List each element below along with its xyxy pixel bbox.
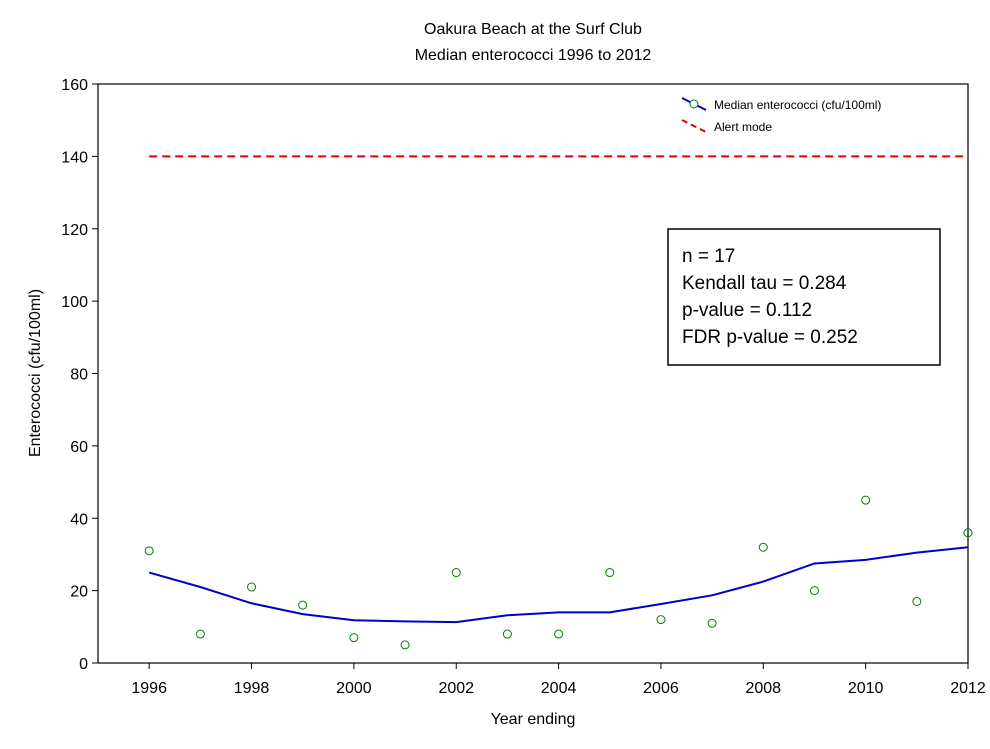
x-tick-label: 2012 — [950, 680, 986, 697]
y-tick-label: 140 — [61, 149, 88, 166]
data-point — [912, 596, 922, 606]
y-tick-label: 40 — [70, 511, 88, 528]
data-point — [707, 618, 717, 628]
stats-text: FDR p-value = 0.252 — [682, 327, 858, 348]
legend-label: Median enterococci (cfu/100ml) — [714, 98, 881, 112]
y-tick-label: 100 — [61, 294, 88, 311]
data-point — [963, 528, 973, 538]
data-point — [502, 629, 512, 639]
data-point — [451, 568, 461, 578]
data-point — [861, 495, 871, 505]
data-point — [554, 629, 564, 639]
stats-text: Kendall tau = 0.284 — [682, 273, 847, 294]
data-point — [605, 568, 615, 578]
legend-label: Alert mode — [714, 120, 772, 134]
y-tick-label: 160 — [61, 77, 88, 94]
data-point — [656, 615, 666, 625]
x-tick-label: 2006 — [643, 680, 679, 697]
legend-swatch — [689, 99, 699, 109]
chart-title: Oakura Beach at the Surf Club — [424, 21, 642, 38]
x-axis-label: Year ending — [491, 711, 576, 728]
y-tick-label: 80 — [70, 367, 88, 384]
x-tick-label: 2008 — [745, 680, 781, 697]
stats-text: p-value = 0.112 — [682, 300, 812, 321]
data-point — [298, 600, 308, 610]
data-point — [195, 629, 205, 639]
data-point — [144, 546, 154, 556]
stats-text: n = 17 — [682, 246, 735, 267]
x-tick-label: 2010 — [848, 680, 884, 697]
x-tick-label: 1998 — [234, 680, 270, 697]
y-tick-label: 20 — [70, 584, 88, 601]
chart-subtitle: Median enterococci 1996 to 2012 — [415, 47, 652, 64]
x-tick-label: 2002 — [438, 680, 474, 697]
y-tick-label: 60 — [70, 439, 88, 456]
data-point — [400, 640, 410, 650]
x-tick-label: 1996 — [131, 680, 167, 697]
data-point — [247, 582, 257, 592]
legend-swatch — [681, 119, 707, 133]
data-point — [349, 633, 359, 643]
y-tick-label: 120 — [61, 222, 88, 239]
data-point — [758, 542, 768, 552]
y-tick-label: 0 — [79, 656, 88, 673]
data-point — [809, 586, 819, 596]
x-tick-label: 2000 — [336, 680, 372, 697]
trend-line — [148, 546, 969, 624]
stats-box — [667, 228, 941, 366]
y-axis-label: Enterococci (cfu/100ml) — [27, 289, 44, 457]
x-tick-label: 2004 — [541, 680, 577, 697]
